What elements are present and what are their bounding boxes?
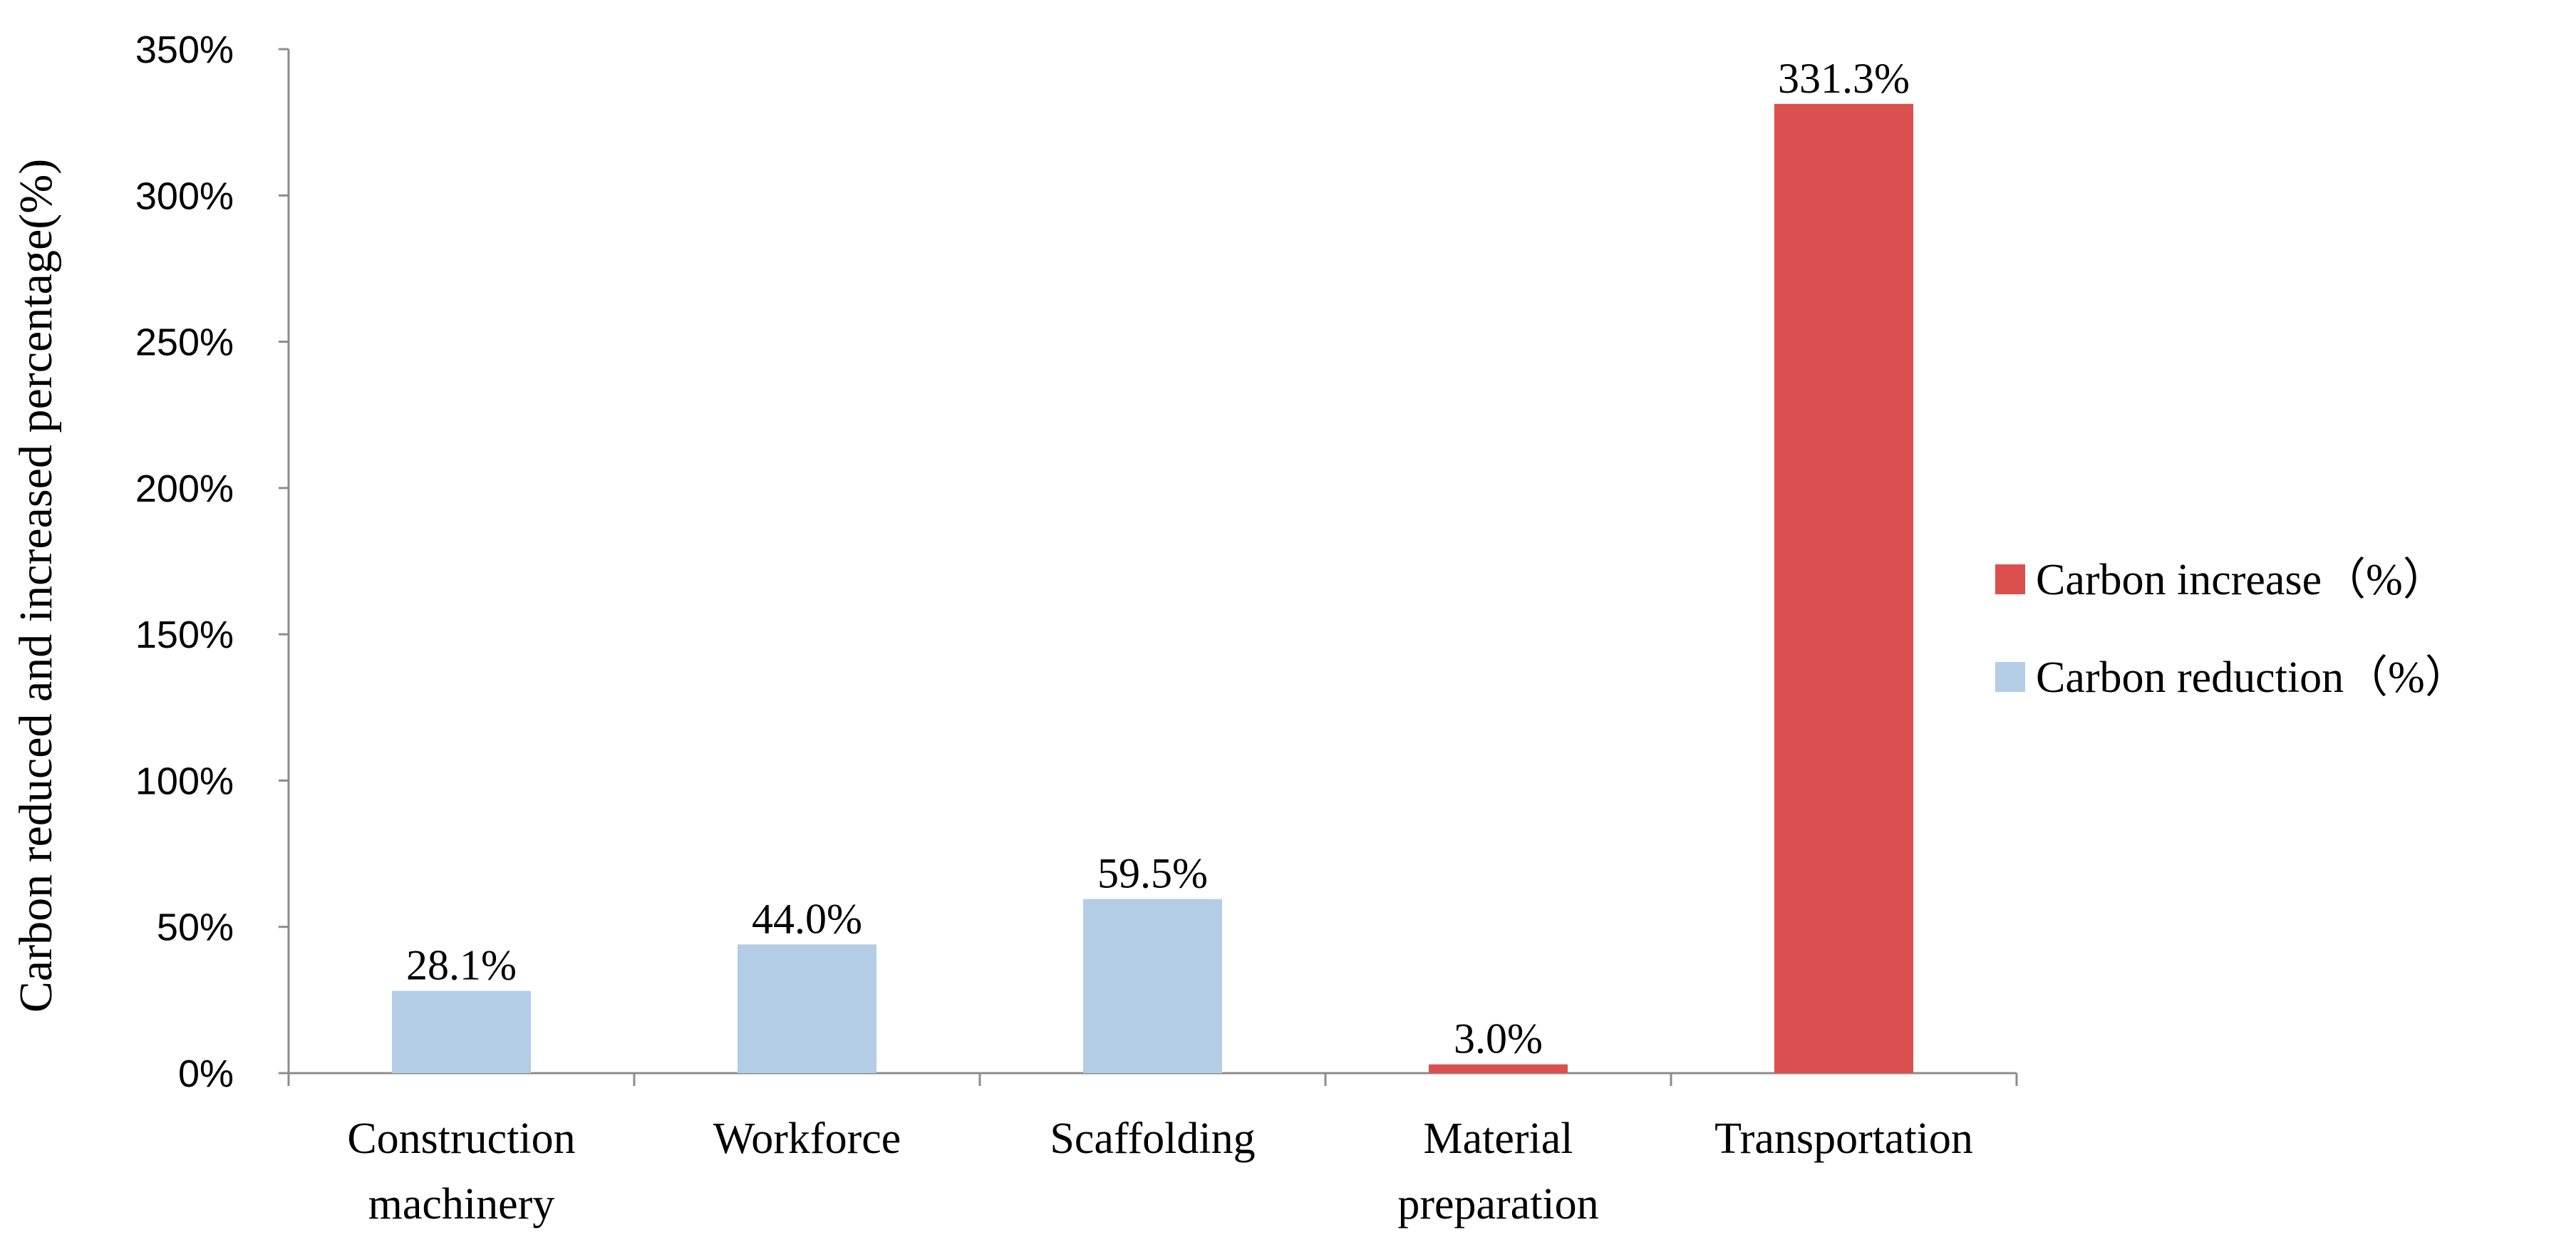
data-label: 44.0% bbox=[752, 895, 862, 942]
x-axis-labels: Construction machinery Workforce Scaffoldin… bbox=[347, 1114, 1973, 1228]
y-tick-label: 50% bbox=[157, 906, 234, 949]
x-tick-label: machinery bbox=[368, 1180, 555, 1228]
x-tick-label: Workforce bbox=[713, 1114, 901, 1163]
y-tick-label: 150% bbox=[135, 614, 234, 656]
x-tick-label: preparation bbox=[1397, 1180, 1598, 1228]
bar bbox=[1429, 1064, 1568, 1073]
bars: 28.1% 44.0% 59.5% 3.0% 331.3% bbox=[392, 55, 1913, 1073]
y-tick-label: 300% bbox=[135, 175, 234, 217]
legend-swatch bbox=[1995, 662, 2025, 692]
legend-label: Carbon increase（%） bbox=[2036, 556, 2447, 604]
x-tick-label: Material bbox=[1423, 1114, 1573, 1163]
data-label: 28.1% bbox=[406, 942, 517, 989]
data-label: 3.0% bbox=[1454, 1015, 1543, 1062]
legend-swatch bbox=[1995, 564, 2025, 594]
data-label: 331.3% bbox=[1778, 55, 1910, 102]
y-axis-ticks: 0% 50% 100% 150% 200% 250% 300% 350% bbox=[135, 29, 289, 1095]
x-tick-label: Scaffolding bbox=[1050, 1114, 1255, 1163]
bar bbox=[738, 944, 876, 1073]
bar bbox=[1774, 103, 1913, 1073]
y-axis-label: Carbon reduced and increased percentage(… bbox=[10, 159, 62, 1013]
y-tick-label: 350% bbox=[135, 29, 234, 71]
data-label: 59.5% bbox=[1097, 850, 1208, 897]
legend: Carbon increase（%） Carbon reduction（%） bbox=[1995, 556, 2469, 702]
y-tick-label: 250% bbox=[135, 321, 234, 364]
bar bbox=[392, 990, 531, 1073]
bar bbox=[1083, 899, 1222, 1073]
x-tick-label: Transportation bbox=[1714, 1114, 1973, 1163]
legend-label: Carbon reduction（%） bbox=[2036, 653, 2469, 702]
y-tick-label: 200% bbox=[135, 467, 234, 510]
y-tick-label: 0% bbox=[178, 1052, 234, 1095]
y-tick-label: 100% bbox=[135, 760, 234, 802]
x-tick-label: Construction bbox=[347, 1114, 575, 1163]
